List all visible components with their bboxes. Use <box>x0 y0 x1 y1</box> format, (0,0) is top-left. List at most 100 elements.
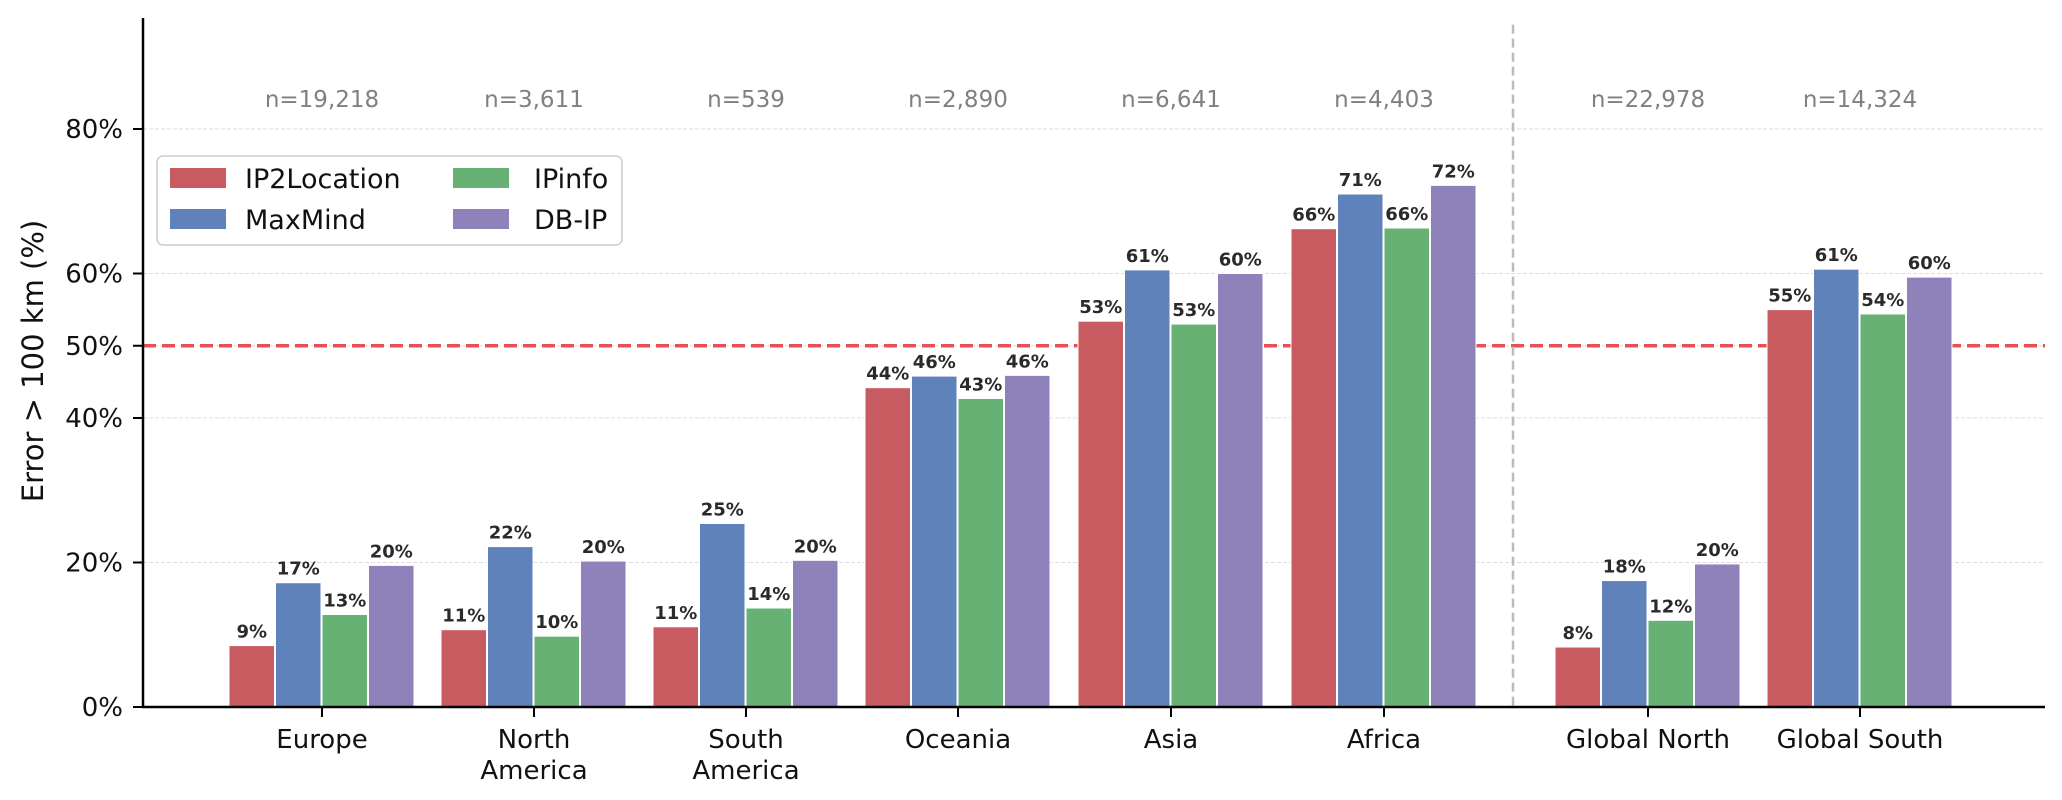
category-label: America <box>480 756 587 786</box>
bar <box>652 626 699 708</box>
category-label: America <box>692 756 799 786</box>
bar-value-label: 66% <box>1385 204 1428 225</box>
bar-value-label: 60% <box>1219 250 1262 271</box>
bar <box>1337 193 1384 708</box>
sample-size-label: n=19,218 <box>265 87 379 113</box>
bar <box>1077 320 1124 708</box>
bar-value-label: 20% <box>794 536 837 557</box>
legend-swatch <box>453 168 509 188</box>
bar-value-label: 71% <box>1339 170 1382 191</box>
sample-size-label: n=2,890 <box>908 87 1008 113</box>
bar-value-label: 55% <box>1768 286 1811 307</box>
bar <box>580 560 627 708</box>
bar <box>321 614 368 708</box>
bar <box>368 564 415 708</box>
bar-value-label: 53% <box>1079 297 1122 318</box>
bar-value-label: 66% <box>1292 205 1335 226</box>
y-tick-label: 60% <box>65 260 123 290</box>
bar-value-label: 11% <box>442 606 485 627</box>
bars <box>228 184 1953 708</box>
bar-value-label: 9% <box>236 622 267 643</box>
bar <box>1766 309 1813 708</box>
bar-value-label: 44% <box>866 364 909 385</box>
bar <box>745 607 792 708</box>
bar-value-label: 20% <box>1696 540 1739 561</box>
legend-swatch <box>453 209 509 229</box>
bar <box>1647 619 1694 708</box>
category-label: Global North <box>1566 725 1730 755</box>
bar <box>1290 228 1337 708</box>
category-label: Global South <box>1777 725 1944 755</box>
y-tick-label: 50% <box>65 332 123 362</box>
bar-value-label: 20% <box>582 537 625 558</box>
legend-label: MaxMind <box>245 205 366 236</box>
y-tick-label: 80% <box>65 115 123 145</box>
bar-value-label: 72% <box>1432 161 1475 182</box>
bar <box>1004 374 1051 708</box>
bar <box>1124 269 1171 708</box>
bar-value-label: 14% <box>747 584 790 605</box>
category-label: Asia <box>1144 725 1199 755</box>
y-tick-label: 40% <box>65 404 123 434</box>
sample-size-label: n=539 <box>707 87 785 113</box>
bar <box>1383 227 1430 708</box>
bar <box>1430 184 1477 708</box>
bar-value-label: 11% <box>654 603 697 624</box>
bar-value-label: 60% <box>1908 253 1951 274</box>
bar-value-label: 13% <box>323 591 366 612</box>
bar-value-label: 20% <box>370 541 413 562</box>
bar-value-label: 43% <box>959 374 1002 395</box>
category-label: Europe <box>276 725 367 755</box>
bar <box>1906 276 1953 708</box>
legend-label: IPinfo <box>534 164 608 195</box>
bar <box>1217 273 1264 708</box>
sample-size-labels: n=19,218 n=3,611 n=539 n=2,890 n=6,641 n=4,40… <box>265 87 1917 113</box>
bar-value-label: 46% <box>913 352 956 373</box>
bar-value-label: 17% <box>277 559 320 580</box>
bar <box>864 387 911 708</box>
legend-swatch <box>170 168 226 188</box>
bar <box>275 582 322 708</box>
bar-value-label: 25% <box>701 499 744 520</box>
legend-label: IP2Location <box>245 164 401 195</box>
y-tick-labels: 0% 20% 40% 50% 60% 80% <box>65 115 143 723</box>
bar <box>699 522 746 708</box>
axes <box>141 18 2045 717</box>
bar-value-label: 8% <box>1562 623 1593 644</box>
bar <box>228 645 275 708</box>
bar <box>792 559 839 708</box>
category-label: Africa <box>1347 725 1421 755</box>
bar-value-label: 12% <box>1649 596 1692 617</box>
bar-value-label: 46% <box>1006 351 1049 372</box>
y-axis-title: Error > 100 km (%) <box>16 220 50 502</box>
bar-value-labels: 9% 11% 11% 44% 53% 66% 8% 55% 17% 22% 25% 46% 61% 71%… <box>236 161 1950 644</box>
bar <box>1170 323 1217 708</box>
bar-value-label: 18% <box>1603 557 1646 578</box>
sample-size-label: n=22,978 <box>1591 87 1705 113</box>
bar-value-label: 22% <box>489 523 532 544</box>
category-label: South <box>708 725 784 755</box>
bar <box>533 635 580 708</box>
y-tick-label: 0% <box>82 693 123 723</box>
sample-size-label: n=6,641 <box>1121 87 1221 113</box>
bar <box>440 629 487 708</box>
category-label: North <box>498 725 571 755</box>
bar <box>487 546 534 708</box>
bar-value-label: 61% <box>1126 246 1169 267</box>
category-label: Oceania <box>905 725 1011 755</box>
bar <box>1813 268 1860 708</box>
legend-swatch <box>170 209 226 229</box>
legend-label: DB-IP <box>534 205 607 236</box>
bar <box>1601 580 1648 708</box>
bar <box>957 397 1004 708</box>
bar <box>911 375 958 708</box>
bar-value-label: 61% <box>1815 245 1858 266</box>
bar-value-label: 54% <box>1861 290 1904 311</box>
bar <box>1694 563 1741 708</box>
bar <box>1859 313 1906 708</box>
bar-value-label: 10% <box>535 612 578 633</box>
bar <box>1554 646 1601 708</box>
sample-size-label: n=14,324 <box>1803 87 1917 113</box>
